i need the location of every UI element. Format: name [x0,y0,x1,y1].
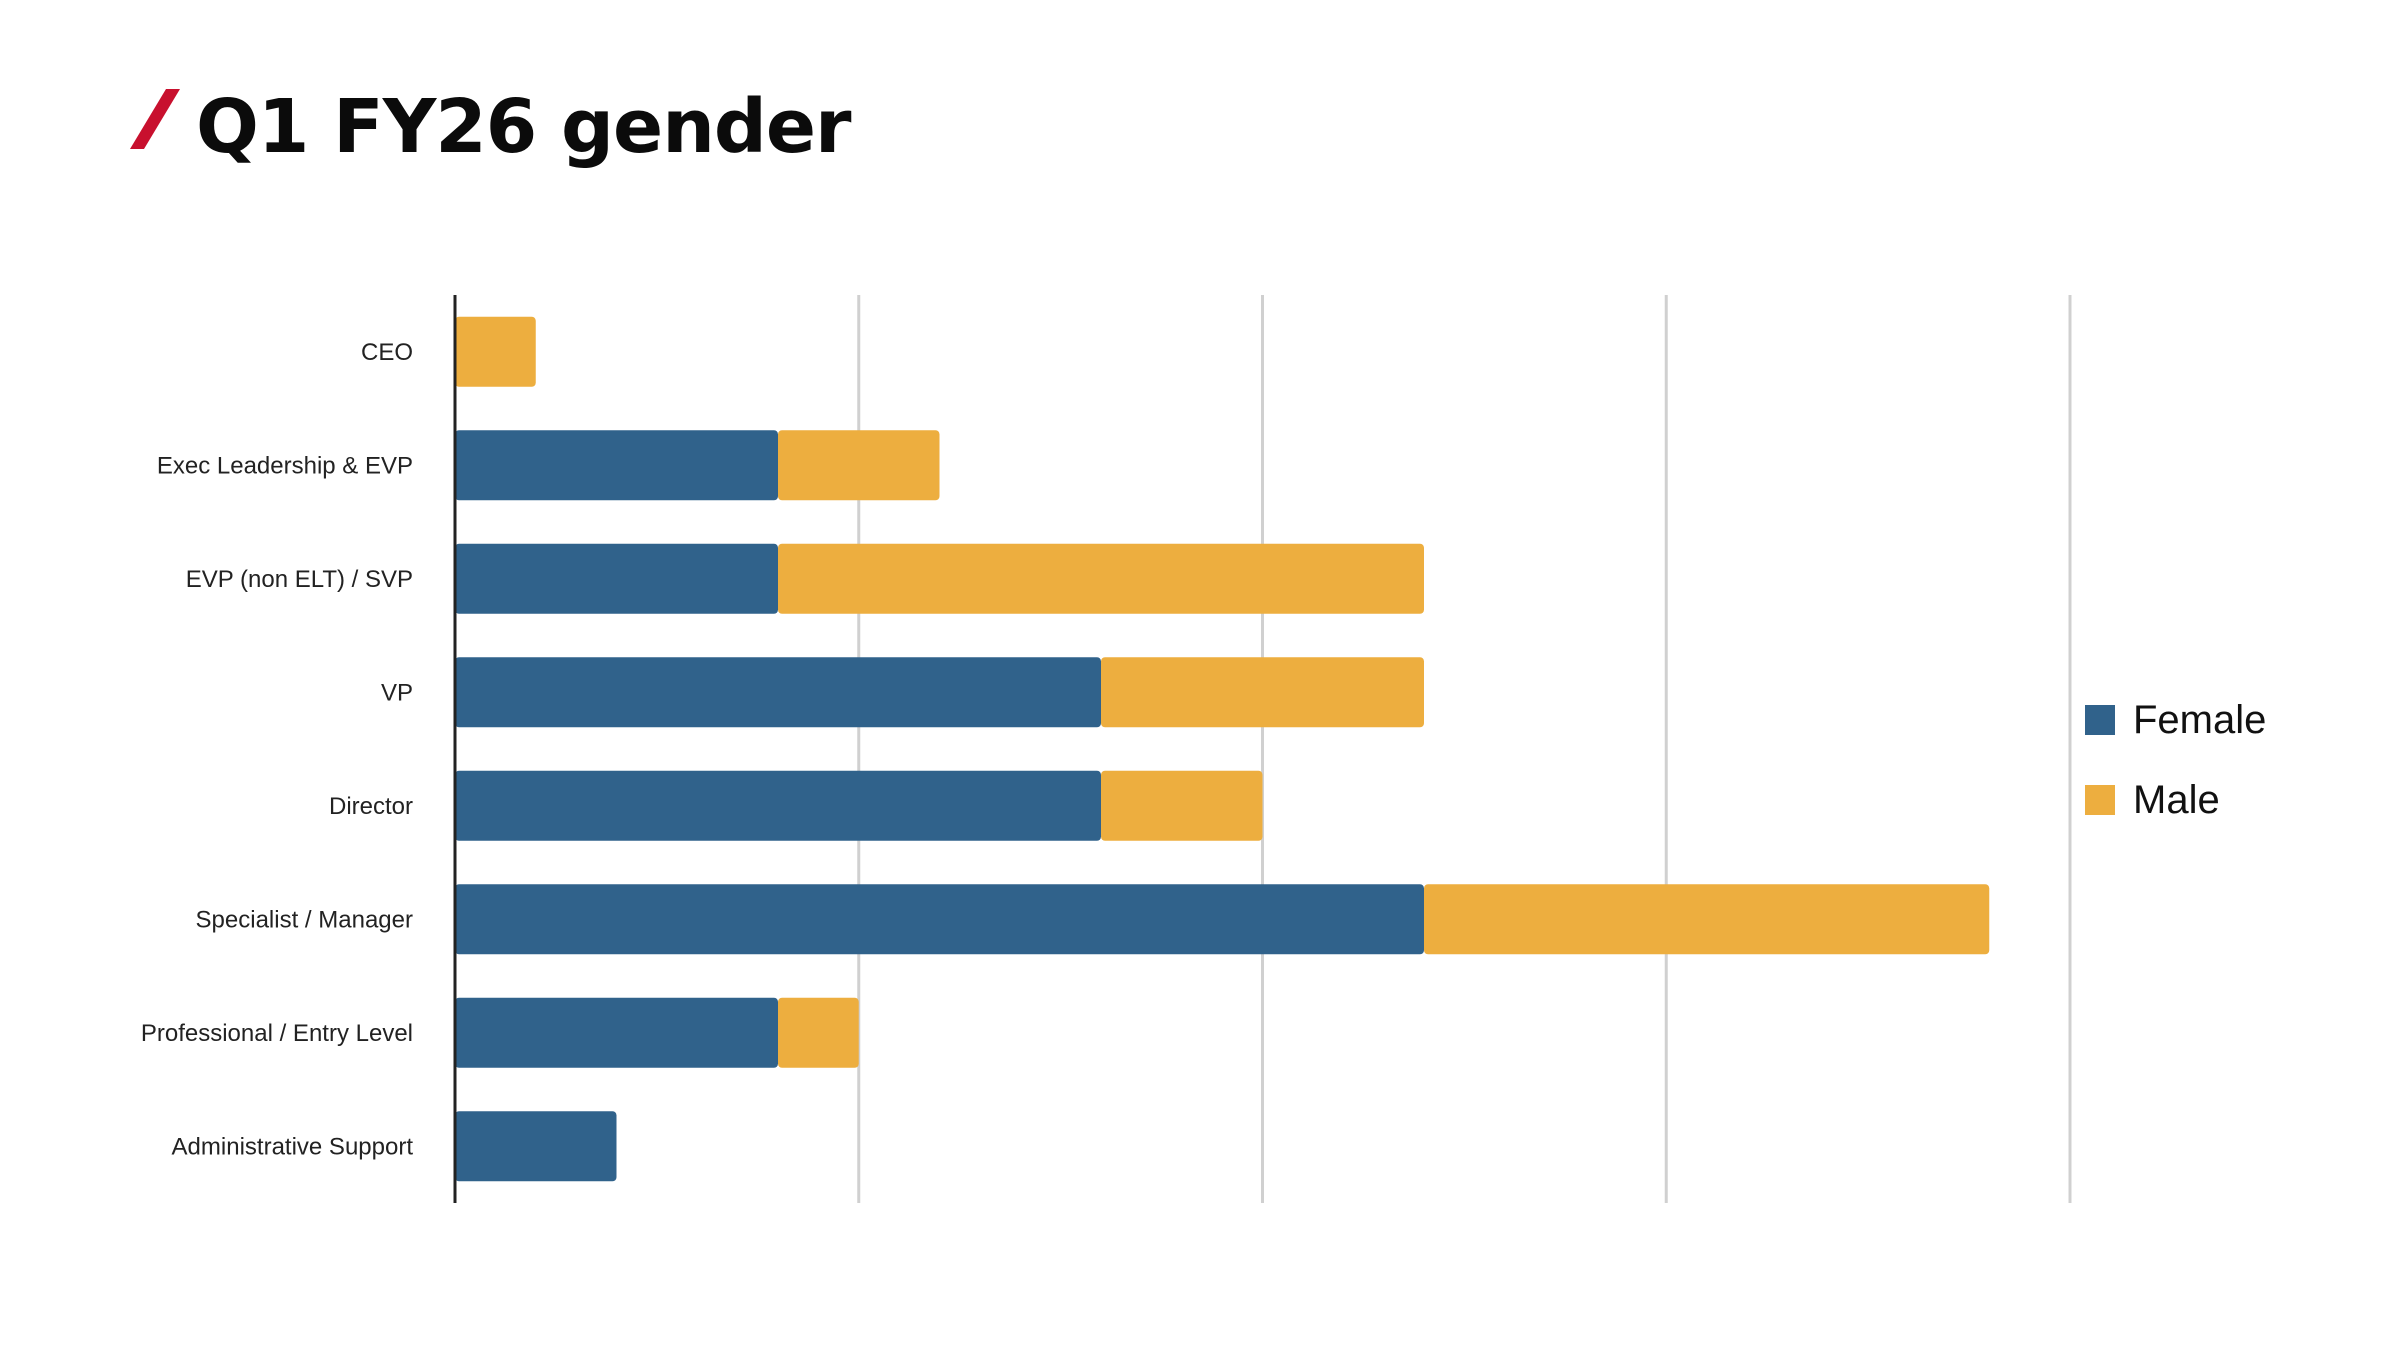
legend-label-female: Female [2133,697,2267,742]
bar-female-3 [455,543,778,614]
title-block: Q1 FY26 gender [130,72,852,182]
category-label-7: Professional / Entry Level [141,1020,413,1047]
bar-male-4 [1101,657,1424,728]
legend-item-male: Male [2085,760,2266,840]
bars [455,316,1990,1182]
bar-female-5 [455,770,1101,841]
legend-label-male: Male [2133,777,2220,822]
bar-male-7 [778,997,859,1068]
gridlines [857,295,2072,1203]
legend: Female Male [2085,680,2266,840]
category-labels: CEO Exec Leadership & EVP EVP (non ELT) / … [141,339,413,1161]
bar-female-4 [455,657,1101,728]
slash-accent-icon [130,89,180,149]
bar-female-7 [455,997,778,1068]
category-label-5: Director [329,793,413,820]
category-label-6: Specialist / Manager [196,906,413,933]
category-label-2: Exec Leadership & EVP [157,452,413,479]
legend-swatch-male [2085,785,2115,815]
bar-male-5 [1101,770,1263,841]
category-label-1: CEO [361,339,413,366]
category-label-8: Administrative Support [172,1133,414,1160]
bar-female-6 [455,884,1424,955]
category-label-4: VP [381,679,413,706]
bar-male-2 [778,430,940,501]
legend-swatch-female [2085,705,2115,735]
bar-female-8 [455,1111,617,1182]
category-label-3: EVP (non ELT) / SVP [186,566,413,593]
bar-male-6 [1424,884,1990,955]
bar-male-3 [778,543,1424,614]
legend-item-female: Female [2085,680,2266,760]
bar-male-1 [455,316,536,387]
bar-female-2 [455,430,778,501]
page-title: Q1 FY26 gender [196,84,852,170]
